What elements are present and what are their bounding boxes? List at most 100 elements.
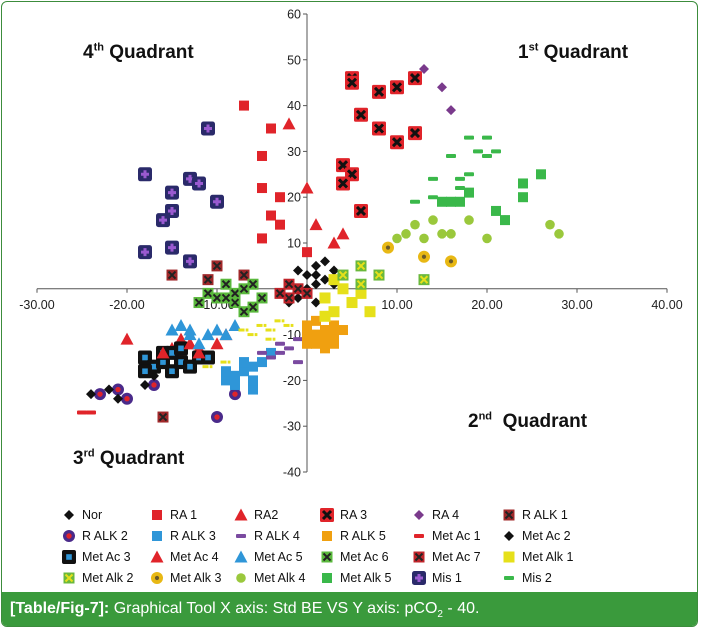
data-point	[229, 287, 241, 299]
x-tick-label: -20.00	[109, 298, 144, 312]
data-point	[355, 278, 367, 290]
data-point	[293, 265, 303, 276]
data-point	[419, 233, 429, 244]
data-point	[282, 117, 296, 130]
data-point	[239, 100, 249, 111]
data-point	[221, 366, 231, 377]
data-point	[229, 297, 241, 309]
y-tick-label: 60	[287, 8, 301, 22]
data-point	[284, 346, 294, 351]
data-point	[464, 135, 474, 140]
legend-marker	[504, 576, 514, 580]
data-point	[328, 306, 340, 318]
legend-swatch	[236, 534, 246, 538]
series-met-alk-2	[337, 260, 430, 290]
data-point	[446, 153, 456, 158]
data-point	[211, 411, 223, 424]
data-point	[201, 350, 215, 365]
x-tick-label: 20.00	[471, 298, 502, 312]
data-point	[311, 315, 321, 326]
data-point	[193, 297, 205, 309]
data-point	[266, 210, 276, 221]
legend-label: Met Ac 2	[522, 529, 571, 543]
data-point	[418, 274, 430, 286]
data-point	[192, 346, 206, 359]
data-point	[228, 318, 242, 331]
data-point	[247, 301, 259, 313]
data-point	[446, 105, 456, 116]
data-point	[337, 283, 349, 295]
legend-swatch	[322, 573, 332, 583]
legend-label: RA 3	[340, 508, 368, 522]
data-point	[293, 360, 303, 365]
data-point	[192, 176, 206, 191]
data-point	[248, 384, 258, 395]
data-point	[329, 320, 339, 331]
legend-item: R ALK 4	[232, 526, 300, 546]
data-point	[554, 229, 564, 239]
series-met-ac-7	[274, 278, 313, 304]
series-met-ac-2	[86, 370, 159, 404]
data-point	[219, 328, 233, 341]
data-point	[372, 121, 386, 136]
data-point	[410, 199, 420, 204]
legend-label: Met Alk 1	[522, 550, 574, 564]
figure-caption: [Table/Fig-7]: Graphical Tool X axis: St…	[2, 592, 697, 626]
legend-marker	[414, 510, 424, 520]
series-met-ac-6	[193, 278, 268, 318]
legend-swatch	[63, 530, 75, 542]
legend-marker	[150, 550, 164, 563]
data-point	[220, 292, 232, 304]
legend-item: RA 4	[410, 505, 459, 525]
data-point	[428, 195, 438, 200]
data-point	[157, 411, 169, 423]
data-point	[201, 121, 215, 136]
series-ra-1	[239, 100, 312, 258]
data-point	[311, 260, 321, 271]
series-met-ac-3	[138, 341, 215, 379]
legend-swatch	[412, 571, 426, 585]
legend-swatch	[64, 510, 74, 520]
legend-marker	[63, 572, 75, 584]
data-point	[104, 384, 114, 395]
data-point	[336, 227, 350, 240]
data-point	[408, 126, 422, 141]
legend-marker	[234, 508, 248, 521]
data-point	[257, 233, 267, 244]
legend-swatch	[503, 551, 515, 563]
data-point	[410, 219, 420, 230]
legend-label: Met Ac 7	[432, 550, 481, 564]
data-point	[390, 80, 404, 95]
legend-label: Nor	[82, 508, 103, 522]
data-point	[156, 213, 170, 228]
data-point	[300, 181, 314, 194]
series-mis-3	[202, 319, 294, 369]
series-met-ac-4	[156, 337, 206, 359]
legend-label: RA 4	[432, 508, 460, 522]
legend-label: RA2	[254, 508, 279, 522]
series-r-alk-1	[157, 260, 250, 423]
data-point	[311, 279, 321, 290]
x-tick-label: -30.00	[19, 298, 54, 312]
data-point	[309, 218, 323, 231]
data-point	[174, 318, 188, 331]
legend-label: Met Ac 4	[170, 550, 219, 564]
data-point	[392, 233, 402, 244]
data-point	[257, 357, 267, 368]
legend-swatch	[152, 510, 162, 520]
data-point	[311, 270, 321, 281]
legend-item: Met Ac 4	[148, 547, 219, 567]
y-tick-label: -40	[283, 466, 301, 480]
scatter-plot: -30.00 -20.00 -10.00 10.00 20.00 30.00 40.00-4…	[19, 8, 682, 480]
series-r-alk-3	[221, 347, 276, 395]
series-mis-2	[410, 135, 501, 204]
data-point	[419, 63, 429, 74]
data-point	[320, 325, 330, 336]
legend-item: RA2	[232, 505, 278, 525]
data-point	[437, 229, 447, 239]
series-ra-4	[419, 63, 456, 116]
legend-label: Mis 2	[522, 571, 552, 585]
data-point	[302, 247, 312, 258]
y-tick-label: -20	[283, 374, 301, 388]
legend-label: RA 1	[170, 508, 198, 522]
